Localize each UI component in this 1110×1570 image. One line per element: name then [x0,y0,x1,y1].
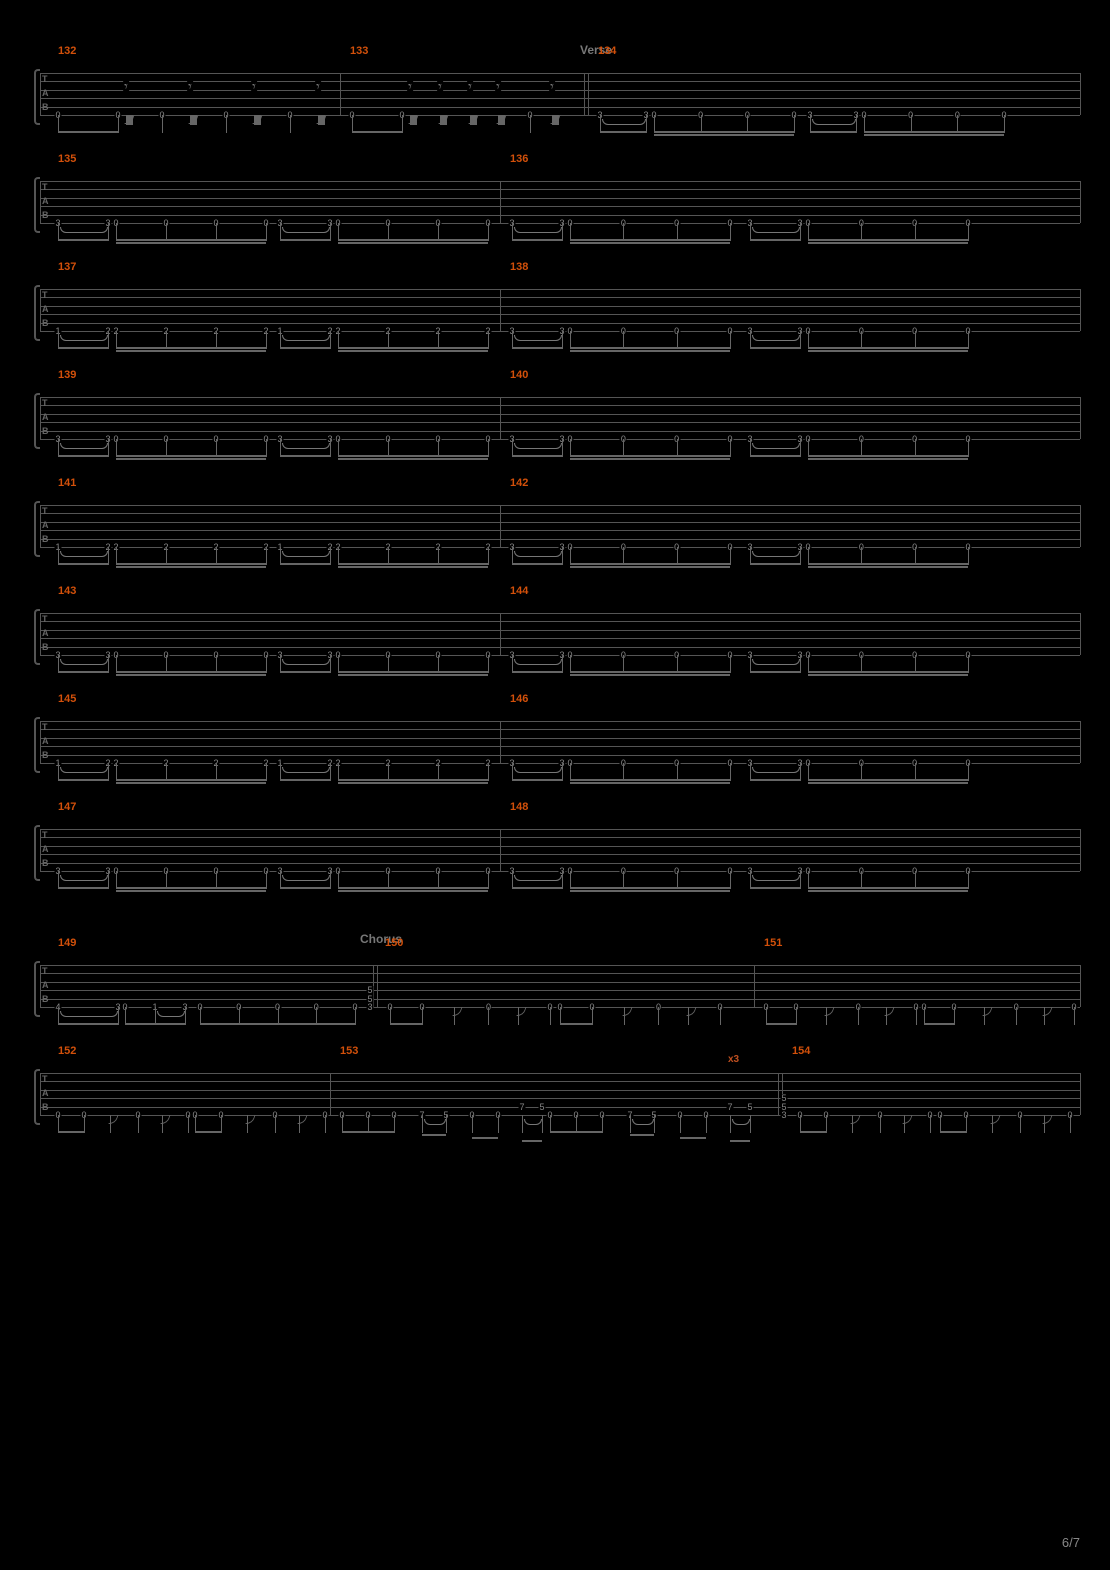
tab-clef-letter: B [42,427,49,436]
barline [40,613,41,655]
tab-clef-letter: A [42,1089,49,1098]
barline [500,181,501,223]
barline [40,73,41,115]
measure-number: 149 [58,937,76,949]
tab-clef-letter: B [42,319,49,328]
tab-system: TAB135330000330000136330000330000 [40,163,1080,258]
page-number: 6/7 [1062,1535,1080,1550]
barline [40,181,41,223]
barline [500,721,501,763]
tab-clef-letter: B [42,995,49,1004]
barline [1080,829,1081,871]
tab-system: TAB147330000330000148330000330000 [40,811,1080,906]
barline [500,613,501,655]
tab-page: 6/7 VerseChorusx3TAB13200𝄾0𝄾0𝄾0𝄾13300𝄾𝄾𝄾… [0,0,1110,1570]
measure-number: 134 [598,45,616,57]
barline [1080,1073,1081,1115]
measure-number: 144 [510,585,528,597]
tab-clef-letter: B [42,643,49,652]
tab-clef-letter: T [42,183,48,192]
barline [40,721,41,763]
tab-clef-letter: A [42,413,49,422]
measure-number: 153 [340,1045,358,1057]
tab-clef-letter: T [42,831,48,840]
tab-clef-letter: A [42,521,49,530]
tab-clef-letter: T [42,723,48,732]
barline [377,965,378,1007]
tab-clef-letter: T [42,615,48,624]
tab-system: TAB139330000330000140330000330000 [40,379,1080,474]
barline [1080,613,1081,655]
barline [500,829,501,871]
measure-number: 133 [350,45,368,57]
barline [584,73,585,115]
tab-system: TAB145122222122222146330000330000 [40,703,1080,798]
barline [340,73,341,115]
measure-number: 139 [58,369,76,381]
barline [500,505,501,547]
tab-system: TAB143330000330000144330000330000 [40,595,1080,690]
measure-number: 137 [58,261,76,273]
barline [500,289,501,331]
tab-clef-letter: B [42,535,49,544]
measure-number: 135 [58,153,76,165]
tab-clef-letter: T [42,75,48,84]
tab-clef-letter: A [42,197,49,206]
tab-clef-letter: A [42,629,49,638]
measure-number: 142 [510,477,528,489]
tab-clef-letter: T [42,291,48,300]
tab-clef-letter: A [42,737,49,746]
barline [1080,73,1081,115]
tab-clef-letter: T [42,967,48,976]
measure-number: 140 [510,369,528,381]
barline [588,73,589,115]
tab-system: TAB1520000000015300075007500075007515455… [40,1055,1080,1150]
tab-clef-letter: A [42,89,49,98]
measure-number: 132 [58,45,76,57]
barline [40,397,41,439]
measure-number: 138 [510,261,528,273]
barline [330,1073,331,1115]
measure-number: 136 [510,153,528,165]
barline [40,829,41,871]
tab-clef-letter: A [42,845,49,854]
tab-clef-letter: B [42,103,49,112]
tab-clef-letter: B [42,1103,49,1112]
tab-clef-letter: B [42,211,49,220]
barline [1080,181,1081,223]
measure-number: 152 [58,1045,76,1057]
tab-system: TAB13200𝄾0𝄾0𝄾0𝄾13300𝄾𝄾𝄾𝄾0𝄾13433000033000… [40,55,1080,150]
barline [1080,505,1081,547]
tab-clef-letter: T [42,507,48,516]
tab-clef-letter: T [42,399,48,408]
barline [40,289,41,331]
barline [778,1073,779,1115]
tab-system: TAB137122222122222138330000330000 [40,271,1080,366]
measure-number: 150 [385,937,403,949]
measure-number: 145 [58,693,76,705]
tab-clef-letter: B [42,751,49,760]
measure-number: 146 [510,693,528,705]
barline [500,397,501,439]
measure-number: 141 [58,477,76,489]
barline [1080,289,1081,331]
barline [754,965,755,1007]
barline [40,1073,41,1115]
tab-clef-letter: A [42,305,49,314]
measure-number: 143 [58,585,76,597]
barline [40,965,41,1007]
tab-clef-letter: T [42,1075,48,1084]
tab-clef-letter: A [42,981,49,990]
measure-number: 154 [792,1045,810,1057]
tab-clef-letter: B [42,859,49,868]
measure-number: 147 [58,801,76,813]
tab-system: TAB141122222122222142330000330000 [40,487,1080,582]
tab-system: TAB1494301300000150553000000001510000000… [40,947,1080,1042]
measure-number: 151 [764,937,782,949]
measure-number: 148 [510,801,528,813]
barline [1080,965,1081,1007]
barline [1080,721,1081,763]
barline [40,505,41,547]
barline [1080,397,1081,439]
